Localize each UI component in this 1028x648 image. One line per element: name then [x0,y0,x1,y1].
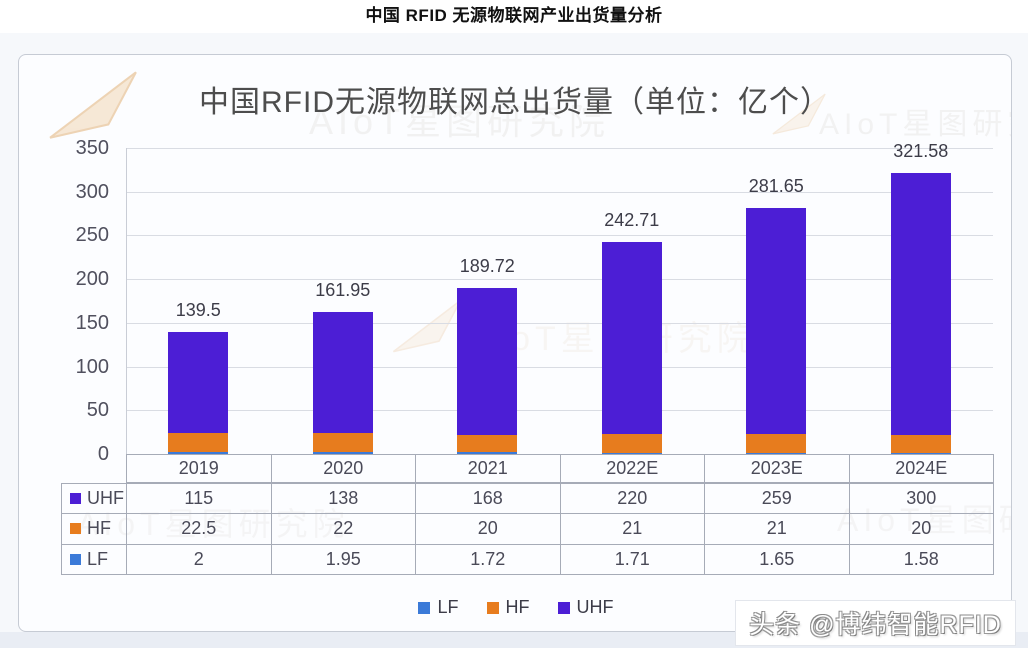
bar-segment-hf-2022E [601,434,662,453]
table-row-label: UHF [87,488,124,509]
bar-segment-lf-2019 [168,452,229,454]
y-axis-tick-label: 250 [75,224,109,247]
watermark-arrow-icon [392,299,462,353]
table-cell-uhf-2021: 168 [415,483,561,515]
table-header-cell-2020: 2020 [270,454,416,483]
table-cell-lf-2024E: 1.58 [848,543,994,575]
bar-segment-uhf-2022E [601,241,662,435]
y-axis-tick-label: 0 [97,443,109,465]
table-row-header-lf: LF [61,543,127,575]
bar-segment-lf-2022E [601,452,662,454]
table-cell-uhf-2023E: 259 [704,483,850,515]
bar-segment-uhf-2023E [746,207,807,435]
legend-item-uhf: UHF [557,597,614,618]
chart-panel: AIoT星图研究院 AIoT星图研究院 AIoT星图研究院 AIoT星图研究院 … [18,54,1012,632]
bar-segment-hf-2023E [746,434,807,453]
credit-watermark-text: 头条 @博纬智能RFID [749,611,1002,639]
bar-segment-uhf-2024E [890,172,951,436]
table-cell-hf-2021: 20 [415,513,561,545]
legend-label: HF [505,597,530,617]
table-header-cell-2023E: 2023E [704,454,850,483]
table-cell-hf-2023E: 21 [704,513,850,545]
bar-segment-uhf-2019 [168,332,229,433]
gridline-300 [126,191,993,193]
table-cell-lf-2021: 1.72 [415,543,561,575]
bar-segment-lf-2024E [890,452,951,454]
bar-segment-uhf-2021 [457,288,518,435]
bar-total-label-2021: 189.72 [459,256,515,277]
gridline-150 [126,322,993,324]
bar-total-label-2022E: 242.71 [604,209,660,230]
table-row-label: HF [87,518,111,539]
legend-key-lf-icon [70,553,81,565]
y-axis-tick-label: 300 [75,180,109,203]
legend-swatch-uhf-icon [557,601,570,614]
bar-total-label-2023E: 281.65 [748,175,804,196]
legend-label: LF [437,597,459,617]
bar-segment-uhf-2020 [312,312,373,434]
table-header-cell-2024E: 2024E [848,454,994,483]
bar-segment-hf-2021 [457,435,518,453]
legend-label: UHF [576,597,614,617]
table-cell-uhf-2022E: 220 [559,483,705,515]
gridline-250 [126,235,993,237]
y-axis-tick-label: 200 [75,268,109,291]
table-cell-hf-2020: 22 [270,513,416,545]
table-cell-uhf-2020: 138 [270,483,416,515]
gridline-100 [126,366,993,368]
bar-segment-lf-2023E [746,452,807,454]
table-row-label: LF [87,548,109,569]
table-cell-uhf-2024E: 300 [848,483,994,515]
bar-total-label-2019: 139.5 [175,300,221,321]
table-cell-lf-2023E: 1.65 [704,543,850,575]
chart-legend: LF HF UHF [19,597,1011,618]
table-row-header-uhf: UHF [61,483,127,515]
y-axis-tick-label: 350 [75,137,109,159]
bar-segment-hf-2024E [890,435,951,453]
gridline-350 [126,148,993,149]
gridline-50 [126,410,993,412]
table-cell-lf-2020: 1.95 [270,543,416,575]
chart-title: 中国RFID无源物联网总出货量（单位：亿个） [199,86,831,119]
legend-item-lf: LF [418,597,459,618]
y-axis-tick-label: 50 [86,399,109,422]
table-cell-hf-2024E: 20 [848,513,994,545]
page-header: 中国 RFID 无源物联网产业出货量分析 [0,0,1028,33]
table-header-cell-2021: 2021 [415,454,561,483]
table-row-header-hf: HF [61,513,127,545]
y-axis-tick-label: 150 [75,311,109,334]
bar-segment-hf-2019 [168,432,229,453]
legend-swatch-lf-icon [418,601,431,614]
page-title: 中国 RFID 无源物联网产业出货量分析 [365,6,663,25]
legend-key-uhf-icon [70,493,81,505]
table-header-cell-2022E: 2022E [559,454,705,483]
y-axis-line [126,148,127,454]
table-cell-hf-2022E: 21 [559,513,705,545]
bar-segment-hf-2020 [312,433,373,453]
table-cell-lf-2019: 2 [126,543,272,575]
bar-segment-lf-2021 [457,452,518,454]
table-header-cell-2019: 2019 [126,454,272,483]
legend-item-hf: HF [486,597,530,618]
legend-swatch-hf-icon [486,601,499,614]
bar-segment-lf-2020 [312,452,373,454]
credit-watermark: 头条 @博纬智能RFID [735,600,1016,646]
y-axis-tick-label: 100 [75,355,109,378]
bar-total-label-2024E: 321.58 [893,140,949,161]
table-cell-lf-2022E: 1.71 [559,543,705,575]
table-cell-hf-2019: 22.5 [126,513,272,545]
bar-total-label-2020: 161.95 [315,280,371,301]
table-cell-uhf-2019: 115 [126,483,272,515]
legend-key-hf-icon [70,523,81,535]
gridline-200 [126,279,993,281]
